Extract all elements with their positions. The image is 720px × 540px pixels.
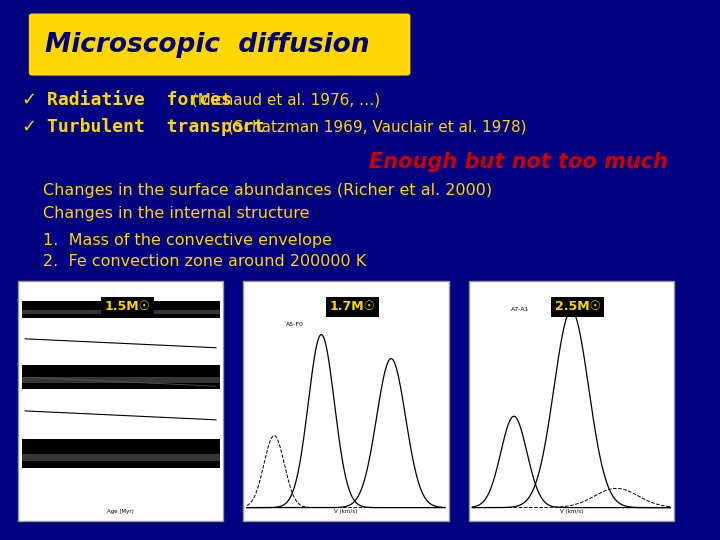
Text: ✓: ✓ [22, 118, 37, 136]
Text: V (km/s): V (km/s) [559, 509, 583, 514]
Text: A5-F0: A5-F0 [286, 321, 304, 327]
Text: Microscopic  diffusion: Microscopic diffusion [45, 31, 370, 58]
Text: 2.5M☉: 2.5M☉ [555, 300, 600, 313]
FancyBboxPatch shape [29, 14, 410, 76]
Bar [22, 454, 220, 461]
Text: ✓: ✓ [22, 91, 37, 109]
Bar [22, 440, 220, 468]
Text: Age (Myr): Age (Myr) [107, 509, 134, 514]
Text: 1.5M☉: 1.5M☉ [104, 300, 150, 313]
Text: A7-A1: A7-A1 [510, 307, 529, 312]
Text: Radiative  forces: Radiative forces [47, 91, 232, 109]
Text: Turbulent  transport: Turbulent transport [47, 118, 264, 136]
Bar [22, 301, 220, 318]
Bar [22, 309, 220, 314]
Text: Changes in the surface abundances (Richer et al. 2000): Changes in the surface abundances (Riche… [43, 183, 492, 198]
Bar [243, 281, 449, 521]
Text: V (km/s): V (km/s) [334, 509, 358, 514]
Text: (Schatzman 1969, Vauclair et al. 1978): (Schatzman 1969, Vauclair et al. 1978) [223, 119, 527, 134]
Text: 2.  Fe convection zone around 200000 K: 2. Fe convection zone around 200000 K [43, 254, 366, 269]
Text: Changes in the internal structure: Changes in the internal structure [43, 206, 310, 221]
Text: 1.  Mass of the convective envelope: 1. Mass of the convective envelope [43, 233, 332, 248]
Bar [469, 281, 674, 521]
Text: 1.7M☉: 1.7M☉ [330, 300, 375, 313]
Text: (Michaud et al. 1976, …): (Michaud et al. 1976, …) [187, 92, 380, 107]
Bar [18, 281, 223, 521]
Bar [22, 365, 220, 389]
Bar [22, 377, 220, 383]
Text: Enough but not too much: Enough but not too much [369, 152, 668, 172]
